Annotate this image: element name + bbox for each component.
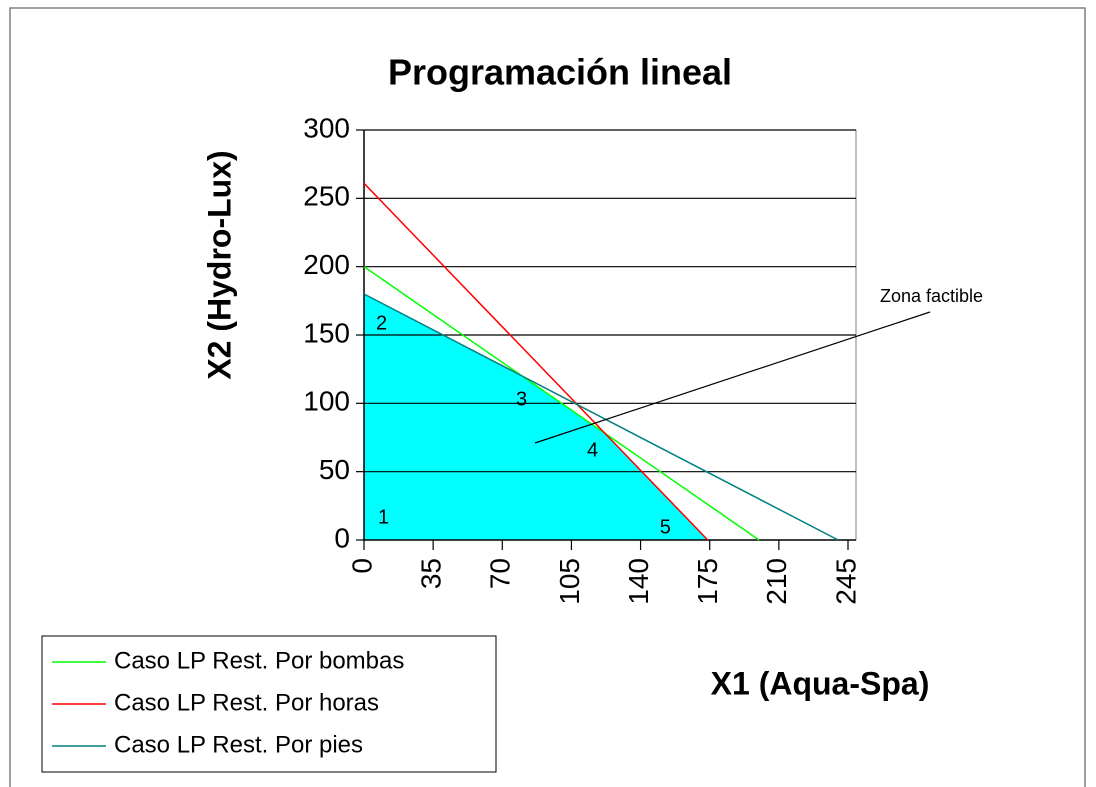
x-tick-label: 0 <box>346 558 377 574</box>
x-tick-label: 175 <box>692 558 723 605</box>
annotation-arrow <box>534 311 931 444</box>
legend-label: Caso LP Rest. Por pies <box>114 731 363 758</box>
x-tick-label: 210 <box>761 558 792 605</box>
vertex-label: 3 <box>516 388 527 410</box>
y-tick-label: 0 <box>334 522 350 553</box>
series-line <box>363 293 839 541</box>
vertex-label: 4 <box>587 440 598 462</box>
feasible-region <box>364 294 708 540</box>
series-line <box>363 182 709 541</box>
legend <box>41 635 497 773</box>
x-tick-label: 70 <box>485 558 516 589</box>
y-tick-label: 150 <box>303 317 350 348</box>
y-tick-label: 100 <box>303 386 350 417</box>
legend-label: Caso LP Rest. Por bombas <box>114 647 404 674</box>
y-tick-label: 50 <box>319 454 350 485</box>
x-tick-label: 105 <box>554 558 585 605</box>
x-tick-label: 245 <box>830 558 861 605</box>
y-tick-label: 200 <box>303 249 350 280</box>
vertex-label: 5 <box>660 516 671 538</box>
vertex-label: 1 <box>378 506 389 528</box>
vertex-label: 2 <box>376 312 387 334</box>
annotation: Zona factible <box>880 286 983 306</box>
y-axis-label: X2 (Hydro-Lux) <box>201 150 237 379</box>
legend-label: Caso LP Rest. Por horas <box>114 689 379 716</box>
x-tick-label: 35 <box>416 558 447 589</box>
x-tick-label: 140 <box>623 558 654 605</box>
chart-title: Programación lineal <box>388 52 732 93</box>
y-tick-label: 250 <box>303 181 350 212</box>
y-tick-label: 300 <box>303 112 350 143</box>
series-line <box>363 266 760 541</box>
x-axis-label: X1 (Aqua-Spa) <box>711 665 930 701</box>
